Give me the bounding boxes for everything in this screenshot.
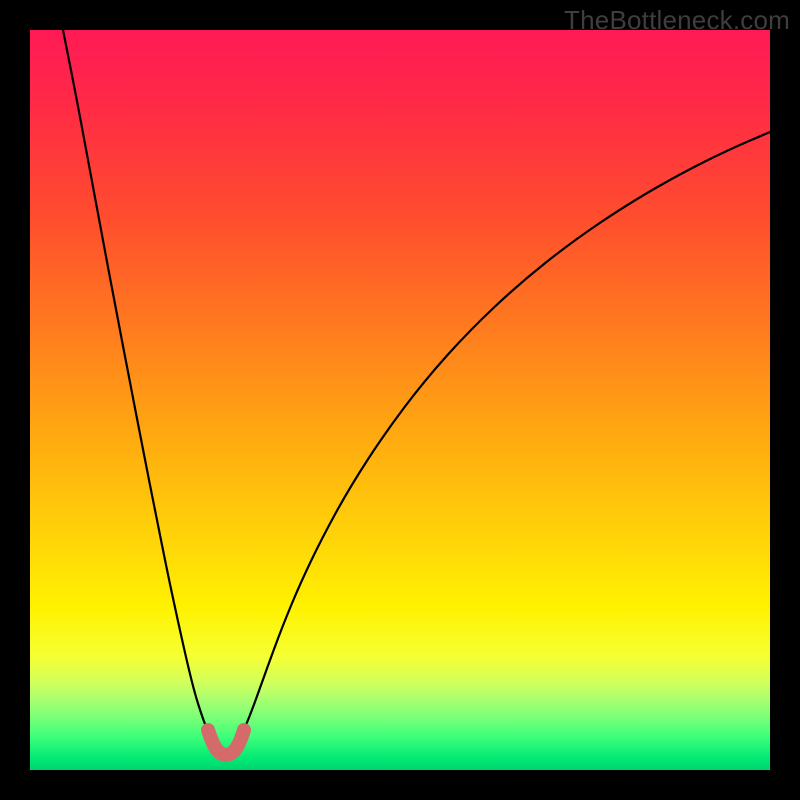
- chart-stage: TheBottleneck.com: [0, 0, 800, 800]
- curve-left-branch: [63, 30, 210, 734]
- curve-right-branch: [242, 132, 770, 734]
- curve-layer: [30, 30, 770, 770]
- watermark-text: TheBottleneck.com: [564, 5, 790, 36]
- valley-highlight: [208, 730, 244, 755]
- plot-area: [30, 30, 770, 770]
